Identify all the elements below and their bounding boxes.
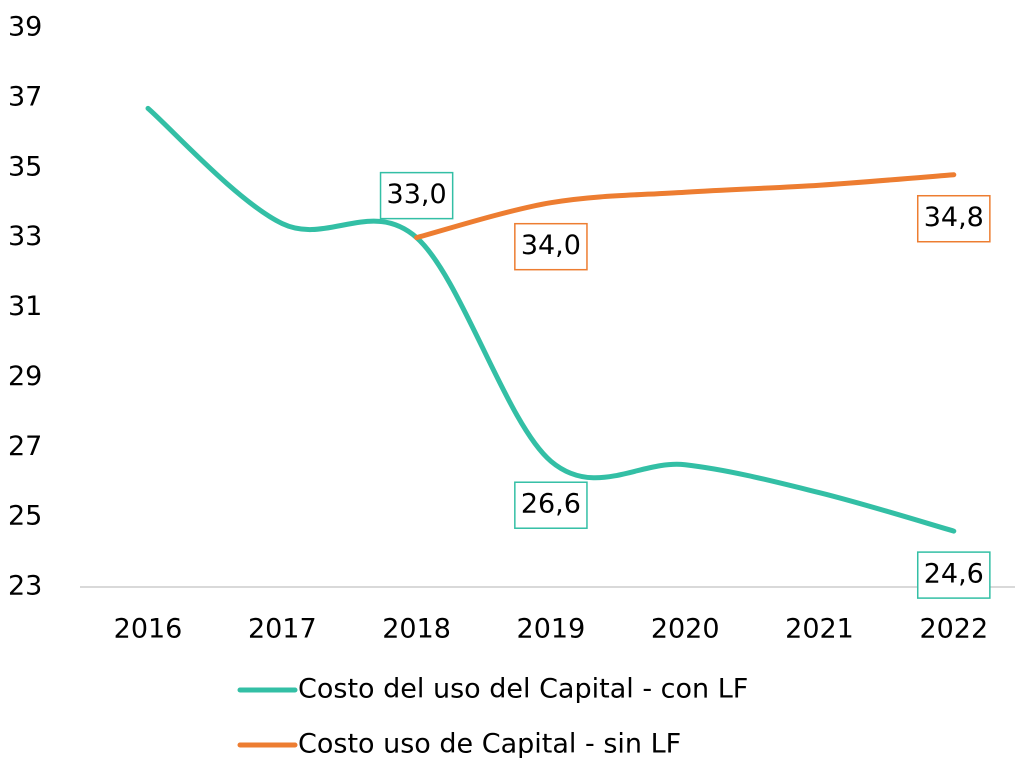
data-label-box xyxy=(916,194,991,243)
data-label: 33,0 xyxy=(387,179,447,210)
x-tick-label: 2018 xyxy=(382,614,451,645)
y-tick-label: 37 xyxy=(8,81,42,112)
data-label-box xyxy=(514,222,588,271)
data-label-box xyxy=(916,551,991,599)
x-tick-label: 2019 xyxy=(517,614,586,645)
y-tick-label: 33 xyxy=(8,221,42,252)
y-tick-label: 27 xyxy=(8,431,42,462)
line-series xyxy=(414,172,957,241)
legend-label: Costo uso de Capital - sin LF xyxy=(298,729,681,760)
y-tick-label: 39 xyxy=(8,12,42,43)
y-tick-label: 31 xyxy=(8,291,42,322)
legend-label: Costo del uso del Capital - con LF xyxy=(298,674,748,705)
data-label: 24,6 xyxy=(924,559,984,590)
line-series xyxy=(145,105,957,534)
y-tick-label: 35 xyxy=(8,151,42,182)
y-tick-label: 29 xyxy=(8,361,42,392)
data-label: 34,0 xyxy=(521,230,581,261)
y-tick-label: 23 xyxy=(8,571,42,602)
data-label: 26,6 xyxy=(521,489,581,520)
x-tick-label: 2017 xyxy=(248,614,317,645)
data-label-box xyxy=(514,481,588,529)
x-tick-label: 2021 xyxy=(785,614,854,645)
data-label: 34,8 xyxy=(924,202,984,233)
x-tick-label: 2020 xyxy=(651,614,720,645)
x-tick-label: 2022 xyxy=(919,614,988,645)
y-tick-label: 25 xyxy=(8,501,42,532)
x-tick-label: 2016 xyxy=(114,614,183,645)
data-label-box xyxy=(379,171,454,220)
